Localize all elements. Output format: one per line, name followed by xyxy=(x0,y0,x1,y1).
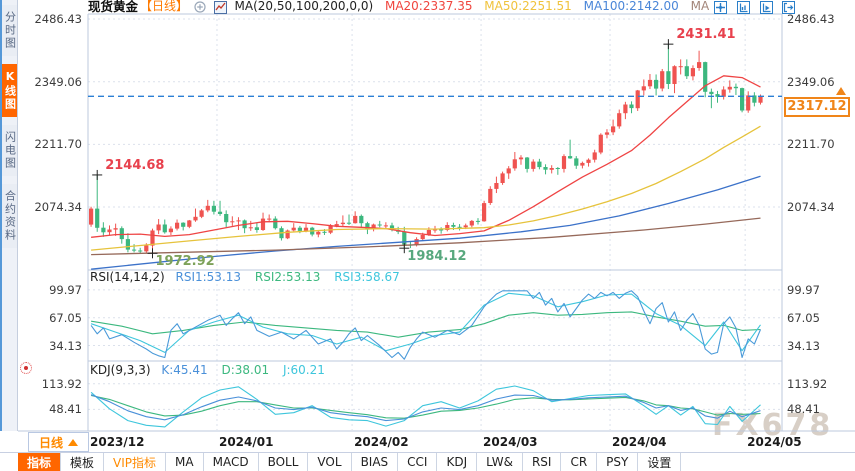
chart-type-sidebar: 分时图 K线图闪电图合约资料 xyxy=(0,0,18,431)
toolbar-tab-15[interactable]: 设置 xyxy=(638,453,682,471)
kdj-j-value: J:60.21 xyxy=(282,363,325,377)
circle-plus-icon[interactable] xyxy=(194,1,206,16)
toolbar-tab-8[interactable]: BIAS xyxy=(352,453,399,471)
rsi2-value: RSI2:53.13 xyxy=(254,270,321,284)
ma-formula: MA(20,50,100,200,0,0) xyxy=(234,0,374,13)
symbol-name: 现货黄金 xyxy=(88,0,139,14)
ma100-value: MA100:2142.00 xyxy=(583,0,679,13)
ma20-value: MA20:2337.35 xyxy=(384,0,473,13)
toolbar-tab-1[interactable]: 指标 xyxy=(18,453,62,471)
live-dot-icon xyxy=(20,362,32,374)
period-tag: 【日线】 xyxy=(140,0,189,13)
ma200-label: MA xyxy=(690,0,710,13)
toolbar-tab-9[interactable]: CCI xyxy=(398,453,438,471)
collapse-panel-icon[interactable] xyxy=(782,1,796,17)
rsi-formula: RSI(14,14,2) xyxy=(90,270,165,284)
rsi3-value: RSI3:58.67 xyxy=(334,270,400,284)
kdj-formula: KDJ(9,3,3) xyxy=(90,363,151,377)
crosshair-tool-icon[interactable] xyxy=(714,1,727,17)
price-up-arrow-icon xyxy=(836,87,846,95)
toolbar-tab-4[interactable]: MA xyxy=(166,453,204,471)
y-axis-scale-icon[interactable] xyxy=(736,1,750,17)
indicator-toolbar: 指标 模板 VIP指标 MA MACD BOLL VOL BIAS CCI KDJ LW& RSI CR… xyxy=(0,452,855,471)
toolbar-tab-2[interactable]: 模板 xyxy=(61,453,105,471)
kdj-d-value: D:38.01 xyxy=(221,363,270,377)
period-selector[interactable]: 日线 xyxy=(28,432,89,452)
chart-header: 现货黄金 【日线】 MA(20,50,100,200,0,0) MA20:2337… xyxy=(88,0,709,14)
toolbar-tab-14[interactable]: PSY xyxy=(597,453,639,471)
toolbar-tab-13[interactable]: CR xyxy=(561,453,598,471)
toolbar-tab-10[interactable]: KDJ xyxy=(437,453,478,471)
sidebar-tab-4[interactable]: 合约资料 xyxy=(2,184,17,248)
chart-tools-group xyxy=(714,1,801,17)
toolbar-tab-7[interactable]: VOL xyxy=(308,453,352,471)
period-selector-label: 日线 xyxy=(38,435,63,450)
rsi1-value: RSI1:53.13 xyxy=(175,270,242,284)
sidebar-tab-3[interactable]: 闪电图 xyxy=(2,125,17,176)
kdj-k-value: K:45.41 xyxy=(161,363,208,377)
rsi-pane-header: RSI(14,14,2) RSI1:53.13 RSI2:53.13 RSI3:… xyxy=(90,270,400,284)
toolbar-tab-3[interactable]: VIP指标 xyxy=(104,453,167,471)
ma50-value: MA50:2251.51 xyxy=(484,0,572,13)
chevron-up-icon xyxy=(68,438,78,446)
toolbar-tab-5[interactable]: MACD xyxy=(204,453,259,471)
toolbar-tab-11[interactable]: LW& xyxy=(477,453,523,471)
kdj-pane-header: KDJ(9,3,3) K:45.41 D:38.01 J:60.21 xyxy=(90,363,325,377)
x-axis-scale-icon[interactable] xyxy=(759,1,773,17)
indicator-chart-icon[interactable] xyxy=(213,1,227,17)
current-price-badge: 2317.12 xyxy=(784,97,850,117)
toolbar-tab-12[interactable]: RSI xyxy=(523,453,562,471)
sidebar-tab-1[interactable]: 分时图 xyxy=(2,5,17,56)
sidebar-tab-2[interactable]: K线图 xyxy=(2,64,17,117)
toolbar-tab-6[interactable]: BOLL xyxy=(259,453,309,471)
